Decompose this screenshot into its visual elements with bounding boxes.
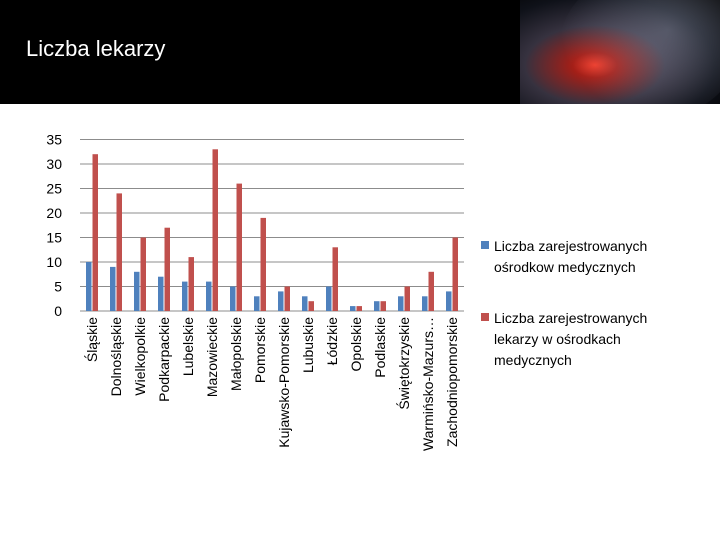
bar-series-2 <box>116 193 122 311</box>
bar-series-2 <box>284 286 290 311</box>
bar-series-1 <box>158 276 164 311</box>
bar-series-1 <box>446 291 452 311</box>
page-title: Liczba lekarzy <box>26 36 166 61</box>
bar-series-2 <box>212 149 218 311</box>
bar-series-1 <box>326 286 332 311</box>
bar-series-2 <box>380 301 386 311</box>
y-tick-label: 0 <box>54 303 62 319</box>
bar-series-1 <box>302 296 308 311</box>
bar-series-2 <box>404 286 410 311</box>
y-tick-label: 30 <box>46 156 62 172</box>
x-tick-label: Lubuskie <box>300 317 316 373</box>
x-tick-label: Warmińsko-Mazurs… <box>420 317 436 451</box>
bar-series-2 <box>452 237 458 311</box>
bar-series-1 <box>422 296 428 311</box>
shoulder-image <box>560 0 720 104</box>
x-tick-label: Śląskie <box>83 317 100 362</box>
bar-series-2 <box>140 237 146 311</box>
slide-header: Liczba lekarzy <box>0 0 720 104</box>
x-tick-label: Opolskie <box>348 317 364 372</box>
bar-series-1 <box>398 296 404 311</box>
y-tick-label: 25 <box>46 181 62 197</box>
bar-chart: 0 5 10 15 20 25 30 35 Śląskie Dolnośląskie Wielko… <box>46 132 464 451</box>
bar-series-1 <box>110 266 116 311</box>
bar-series-1 <box>254 296 260 311</box>
bar-series-1 <box>278 291 284 311</box>
bar-series-1 <box>230 286 236 311</box>
legend-label-series-1: Liczba zarejestrowanych ośrodkow medyczn… <box>494 238 648 275</box>
x-tick-label: Małopolskie <box>228 317 244 391</box>
x-tick-label: Zachodniopomorskie <box>444 317 460 447</box>
bar-series-2 <box>164 227 170 311</box>
x-tick-label: Lubelskie <box>180 317 196 376</box>
x-tick-label: Dolnośląskie <box>108 317 124 397</box>
bar-series-2 <box>260 217 266 311</box>
bar-series-2 <box>428 271 434 311</box>
bar-series-2 <box>308 301 314 311</box>
x-tick-label: Podlaskie <box>372 317 388 378</box>
y-tick-label: 10 <box>46 254 62 270</box>
bar-series-2 <box>236 183 242 311</box>
bar-series-2 <box>92 154 98 311</box>
x-tick-label: Łódzkie <box>324 317 340 365</box>
x-tick-label: Świętokrzyskie <box>395 317 412 410</box>
bar-series-1 <box>374 301 380 311</box>
y-tick-label: 20 <box>46 205 62 221</box>
shoulder-image-glow <box>520 0 720 104</box>
legend-swatch-series-2 <box>481 313 489 321</box>
bar-series-1 <box>86 262 92 311</box>
y-axis-ticks: 0 5 10 15 20 25 30 35 <box>46 132 62 320</box>
x-tick-label: Pomorskie <box>252 317 268 383</box>
legend-swatch-series-1 <box>481 241 489 249</box>
chart-bars <box>86 149 458 311</box>
y-tick-label: 35 <box>46 132 62 148</box>
x-tick-label: Mazowieckie <box>204 317 220 397</box>
x-tick-label: Kujawsko-Pomorskie <box>276 317 292 448</box>
bar-series-2 <box>332 247 338 311</box>
x-axis-ticks: Śląskie Dolnośląskie Wielkopolkie Podkarpac… <box>83 317 460 451</box>
bar-series-1 <box>182 281 188 311</box>
legend-label-series-2: Liczba zarejestrowanych lekarzy w ośrodk… <box>494 310 648 368</box>
bar-series-1 <box>350 306 356 311</box>
y-tick-label: 15 <box>46 230 62 246</box>
bar-series-1 <box>206 281 212 311</box>
bar-series-2 <box>188 257 194 311</box>
x-tick-label: Wielkopolkie <box>132 317 148 396</box>
x-tick-label: Podkarpackie <box>156 317 172 402</box>
bar-series-2 <box>356 306 362 311</box>
y-tick-label: 5 <box>54 279 62 295</box>
bar-series-1 <box>134 271 140 311</box>
